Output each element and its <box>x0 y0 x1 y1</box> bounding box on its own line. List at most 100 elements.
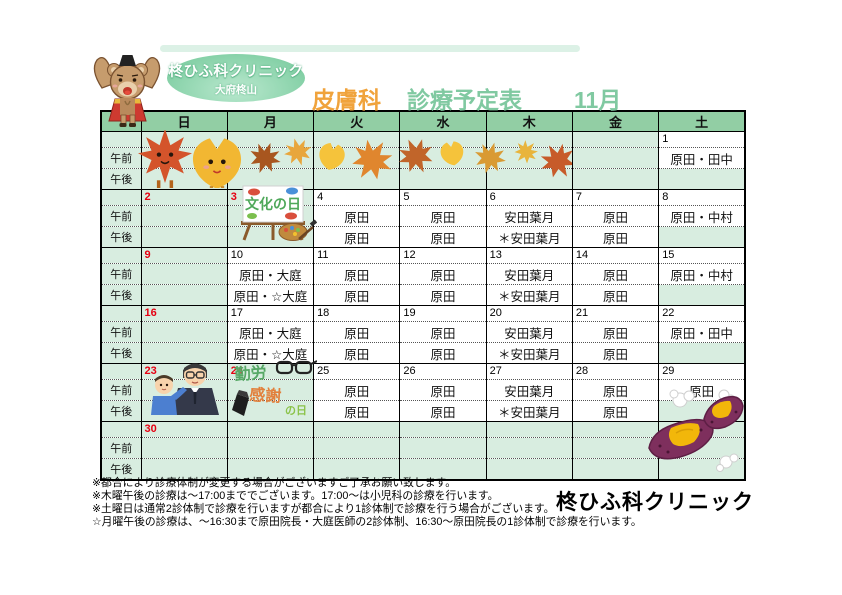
date-cell <box>399 131 487 148</box>
am-cell <box>226 437 314 459</box>
week-4-am-label: 午前 <box>100 321 141 343</box>
am-cell <box>399 147 487 169</box>
pm-cell-26: 原田 <box>399 400 487 422</box>
week-3-row: 午後 原田・☆大庭 原田 原田 ＊安田葉月 原田 <box>100 284 745 306</box>
date-cell <box>485 131 573 148</box>
date-cell-15: 15 <box>658 247 745 264</box>
am-cell-11: 原田 <box>313 263 400 285</box>
pm-cell-23 <box>140 400 228 422</box>
am-cell-20: 安田葉月 <box>485 321 573 343</box>
week-4-label-spacer <box>100 305 141 322</box>
week-2-label-spacer <box>100 189 141 206</box>
date-cell <box>226 131 314 148</box>
pm-cell-6: ＊安田葉月 <box>485 226 573 248</box>
week-5-row: 午前 原田 原田 安田葉月 原田 原田 <box>100 379 745 401</box>
date-cell-2: 2 <box>140 189 228 206</box>
pm-cell-27: ＊安田葉月 <box>485 400 573 422</box>
pm-cell-11: 原田 <box>313 284 400 306</box>
pm-cell <box>485 168 573 190</box>
pm-cell <box>399 458 487 480</box>
week-1-row: 午後 <box>100 168 745 190</box>
date-cell-29: 29 <box>658 363 745 380</box>
pm-cell-30 <box>140 458 228 480</box>
am-cell-3 <box>226 205 314 227</box>
pm-cell-13: ＊安田葉月 <box>485 284 573 306</box>
am-cell <box>140 147 228 169</box>
clinic-logo-branch: 大府柊山 <box>215 83 257 96</box>
am-cell-9 <box>140 263 228 285</box>
date-cell-21: 21 <box>571 305 659 322</box>
am-cell-6: 安田葉月 <box>485 205 573 227</box>
pm-cell-5: 原田 <box>399 226 487 248</box>
date-cell-30: 30 <box>140 421 228 438</box>
top-green-strip <box>160 45 580 52</box>
pm-cell-1 <box>658 168 745 190</box>
pm-cell <box>313 458 400 480</box>
date-cell <box>313 131 400 148</box>
pm-cell-16 <box>140 342 228 364</box>
week-2-pm-label: 午後 <box>100 226 141 248</box>
date-cell-24: 24 <box>226 363 314 380</box>
date-cell-7: 7 <box>571 189 659 206</box>
week-5-pm-label: 午後 <box>100 400 141 422</box>
date-cell-19: 19 <box>399 305 487 322</box>
date-cell-25: 25 <box>313 363 400 380</box>
footer-clinic-name: 柊ひふ科クリニック <box>556 491 754 514</box>
footnotes: ※都合により診療体制が変更する場合がございますご了承お願い致します。 ※木曜午後… <box>92 477 642 529</box>
week-1-pm-label: 午後 <box>100 168 141 190</box>
clinic-logo-name: 柊ひふ科クリニック <box>168 63 304 80</box>
pm-cell-12: 原田 <box>399 284 487 306</box>
am-cell-18: 原田 <box>313 321 400 343</box>
week-1-row: 午前 原田・田中 <box>100 147 745 169</box>
pm-cell <box>140 168 228 190</box>
week-6-row: 午前 <box>100 437 745 459</box>
date-cell-13: 13 <box>485 247 573 264</box>
date-cell-3: 3 <box>226 189 314 206</box>
date-cell-5: 5 <box>399 189 487 206</box>
date-cell-17: 17 <box>226 305 314 322</box>
am-cell-14: 原田 <box>571 263 659 285</box>
date-cell-27: 27 <box>485 363 573 380</box>
week-6-am-label: 午前 <box>100 437 141 459</box>
am-cell-24 <box>226 379 314 401</box>
corner-cell <box>100 111 141 132</box>
week-3-am-label: 午前 <box>100 263 141 285</box>
date-cell-14: 14 <box>571 247 659 264</box>
pm-cell-3 <box>226 226 314 248</box>
am-cell-10: 原田・大庭 <box>226 263 314 285</box>
pm-cell-24 <box>226 400 314 422</box>
date-cell <box>571 131 659 148</box>
week-2-row: 午後 原田 原田 ＊安田葉月 原田 <box>100 226 745 248</box>
pm-cell-18: 原田 <box>313 342 400 364</box>
am-cell-28: 原田 <box>571 379 659 401</box>
pm-cell-9 <box>140 284 228 306</box>
pm-cell-22 <box>658 342 745 364</box>
am-cell-29: 原田 <box>658 379 745 401</box>
am-cell-27: 安田葉月 <box>485 379 573 401</box>
date-cell <box>399 421 487 438</box>
note-line-2: ※木曜午後の診療は～17:00まででございます。17:00～は小児科の診療を行い… <box>92 489 499 502</box>
am-cell <box>571 147 659 169</box>
week-5-am-label: 午前 <box>100 379 141 401</box>
date-cell-11: 11 <box>313 247 400 264</box>
week-4-row: 午後 原田・☆大庭 原田 原田 ＊安田葉月 原田 <box>100 342 745 364</box>
am-cell-2 <box>140 205 228 227</box>
date-cell-6: 6 <box>485 189 573 206</box>
week-3-label-spacer <box>100 247 141 264</box>
am-cell-4: 原田 <box>313 205 400 227</box>
pm-cell <box>571 168 659 190</box>
pm-cell <box>399 168 487 190</box>
week-2-row: 午前 原田 原田 安田葉月 原田 原田・中村 <box>100 205 745 227</box>
date-cell-10: 10 <box>226 247 314 264</box>
am-cell-8: 原田・中村 <box>658 205 745 227</box>
day-header-mon: 月 <box>226 111 314 132</box>
am-cell <box>313 437 400 459</box>
pm-cell <box>313 168 400 190</box>
date-cell-4: 4 <box>313 189 400 206</box>
am-cell-13: 安田葉月 <box>485 263 573 285</box>
date-cell-1: 1 <box>658 131 745 148</box>
day-header-sun: 日 <box>140 111 228 132</box>
week-4-pm-label: 午後 <box>100 342 141 364</box>
date-cell-9: 9 <box>140 247 228 264</box>
